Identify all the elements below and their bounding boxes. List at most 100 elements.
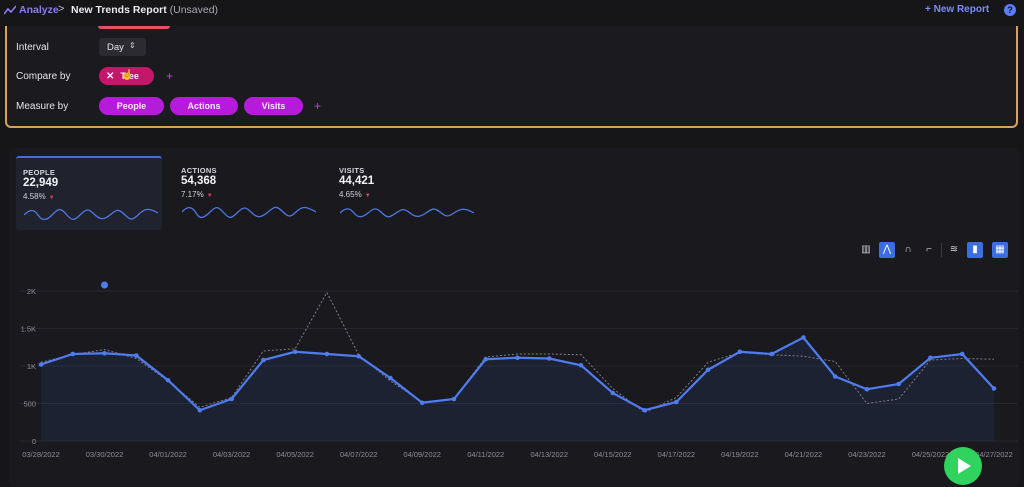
analyze-icon xyxy=(4,5,16,15)
breadcrumb-separator: > xyxy=(58,3,65,15)
smooth-line-icon[interactable]: ∩ xyxy=(904,244,912,255)
top-bar: Analyze > New Trends Report (Unsaved) + … xyxy=(0,0,1024,20)
sparkline xyxy=(24,208,158,221)
add-compare-button[interactable]: + xyxy=(166,69,174,83)
new-report-button[interactable]: + New Report xyxy=(925,4,990,15)
data-point xyxy=(388,375,393,381)
data-point xyxy=(197,407,203,413)
data-point xyxy=(515,355,520,361)
x-tick-label: 04/05/2022 xyxy=(276,450,314,459)
compare-value: Tree xyxy=(120,71,139,81)
data-point xyxy=(546,356,552,361)
data-point xyxy=(610,390,616,396)
metric-card-people[interactable]: PEOPLE 22,949 4.58% ▼ xyxy=(16,156,162,230)
breadcrumb-app-link[interactable]: Analyze xyxy=(19,4,59,16)
compare-label: Compare by xyxy=(16,71,71,82)
data-point xyxy=(578,362,584,368)
data-point xyxy=(292,349,298,355)
remove-icon[interactable]: ✕ xyxy=(106,71,115,82)
series-line-comparison xyxy=(40,291,995,414)
report-title[interactable]: New Trends Report (Unsaved) xyxy=(71,4,218,16)
data-point xyxy=(769,351,774,357)
panel-accent-bar xyxy=(98,26,170,29)
data-point xyxy=(959,351,965,357)
data-point xyxy=(737,349,743,355)
data-point xyxy=(451,396,457,402)
data-point xyxy=(261,357,266,363)
metric-label: ACTIONS xyxy=(181,166,217,175)
data-point xyxy=(419,400,425,406)
data-point xyxy=(356,353,361,359)
data-point xyxy=(832,374,838,379)
data-point xyxy=(674,399,679,405)
metric-change: 7.17% ▼ xyxy=(181,190,213,199)
data-point xyxy=(801,335,806,340)
measure-pill-visits[interactable]: Visits xyxy=(244,97,303,115)
stacked-icon[interactable]: ≋ xyxy=(949,244,959,255)
compare-pill[interactable]: ✕ Tree xyxy=(99,67,154,85)
run-report-button[interactable] xyxy=(944,447,982,485)
interval-label: Interval xyxy=(16,42,49,53)
metric-change: 4.65% ▼ xyxy=(339,190,371,199)
x-tick-label: 04/01/2022 xyxy=(149,450,187,459)
measure-pill-people[interactable]: People xyxy=(99,97,164,115)
data-point xyxy=(705,367,711,373)
data-point xyxy=(102,350,107,356)
x-tick-label: 04/19/2022 xyxy=(721,450,759,459)
x-tick-label: 04/21/2022 xyxy=(785,450,823,459)
toolbar-divider xyxy=(941,243,942,257)
x-tick-label: 04/03/2022 xyxy=(213,450,251,459)
metric-value: 22,949 xyxy=(23,177,59,189)
interval-value: Day xyxy=(107,42,124,53)
x-tick-label: 04/17/2022 xyxy=(658,450,696,459)
x-tick-label: 04/27/2022 xyxy=(975,450,1013,459)
data-point xyxy=(642,407,647,413)
line-chart-icon[interactable]: ⋀ xyxy=(879,242,895,258)
x-tick-label: 04/07/2022 xyxy=(340,450,378,459)
x-tick-label: 04/23/2022 xyxy=(848,450,886,459)
metric-card-actions[interactable]: ACTIONS 54,368 7.17% ▼ xyxy=(174,156,320,230)
add-measure-button[interactable]: + xyxy=(314,99,322,113)
x-tick-label: 03/30/2022 xyxy=(86,450,124,459)
data-point xyxy=(134,353,139,358)
column-toggle-icon[interactable]: ▮ xyxy=(967,242,983,258)
data-point xyxy=(70,351,76,357)
y-tick-label: 1.5K xyxy=(21,325,36,334)
series-area xyxy=(41,337,994,441)
data-point xyxy=(928,355,933,361)
x-tick-label: 04/09/2022 xyxy=(403,450,441,459)
sort-arrows-icon: ⇕ xyxy=(129,41,136,50)
trend-chart: 0 500 1K 1.5K 2K 03/28/2022 03/30/2022 04/01/20… xyxy=(20,281,1018,459)
down-arrow-icon: ▼ xyxy=(48,195,55,201)
bar-chart-icon[interactable]: ▥ xyxy=(861,244,871,255)
metric-card-visits[interactable]: VISITS 44,421 4.65% ▼ xyxy=(332,156,478,230)
step-line-icon[interactable]: ⌐ xyxy=(926,244,932,255)
measure-pill-actions[interactable]: Actions xyxy=(170,97,238,115)
down-arrow-icon: ▼ xyxy=(364,193,371,199)
results-panel xyxy=(9,148,1019,487)
data-point xyxy=(38,362,44,367)
data-point xyxy=(165,377,171,383)
sparkline xyxy=(182,206,316,219)
metric-value: 54,368 xyxy=(181,175,217,187)
down-arrow-icon: ▼ xyxy=(206,193,213,199)
data-point xyxy=(483,356,489,362)
report-status: (Unsaved) xyxy=(169,4,219,16)
metric-label: PEOPLE xyxy=(23,168,56,177)
sparkline xyxy=(340,208,474,218)
y-tick-label: 1K xyxy=(27,362,36,371)
y-tick-label: 0 xyxy=(32,437,36,446)
metric-change: 4.58% ▼ xyxy=(23,192,55,201)
data-point xyxy=(896,381,901,387)
interval-select[interactable]: Day ⇕ xyxy=(99,38,146,56)
calendar-icon[interactable]: ▦ xyxy=(992,242,1008,258)
x-tick-label: 04/25/2022 xyxy=(912,450,950,459)
help-icon[interactable]: ? xyxy=(1004,4,1016,16)
report-title-text: New Trends Report xyxy=(71,4,167,16)
data-point xyxy=(324,351,330,357)
x-tick-label: 04/13/2022 xyxy=(530,450,568,459)
x-tick-label: 04/15/2022 xyxy=(594,450,632,459)
metric-label: VISITS xyxy=(339,166,365,175)
data-point xyxy=(991,386,997,391)
measure-label: Measure by xyxy=(16,101,69,112)
